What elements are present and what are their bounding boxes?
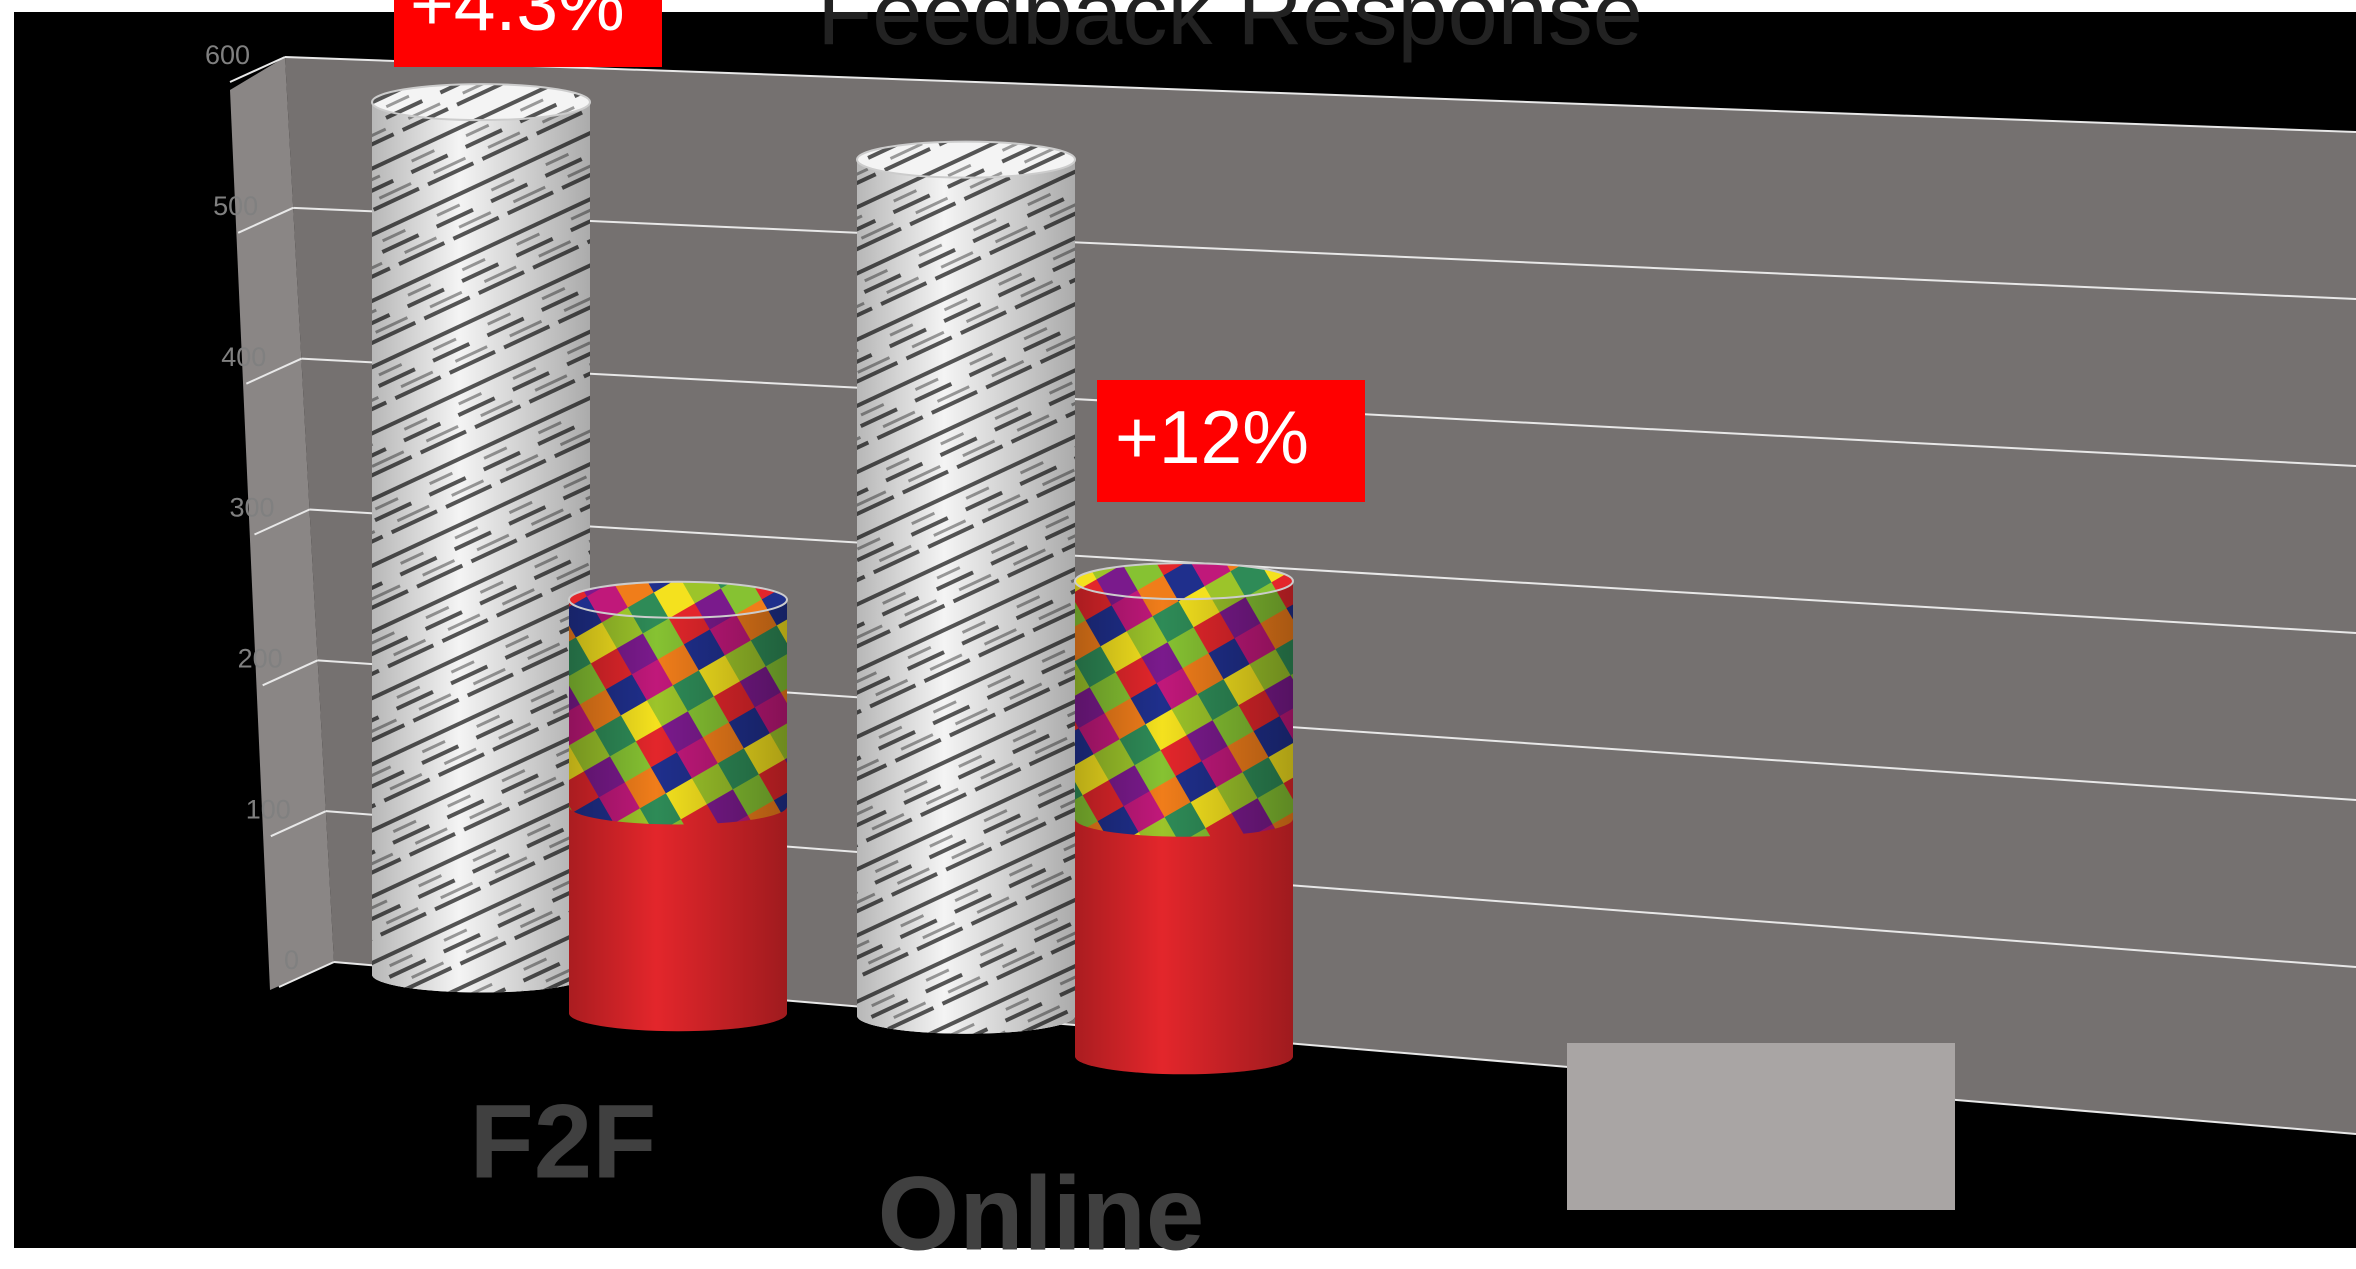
annotation: +12% — [1115, 395, 1309, 479]
chart: 0 100 200 300 400 500 600 F2F Online Feedback R… — [0, 0, 2356, 1269]
cylinder-top — [857, 142, 1075, 178]
legend-box — [1567, 1043, 1955, 1210]
y-tick-label: 500 — [213, 191, 258, 221]
cylinder-top — [1075, 563, 1293, 599]
y-tick-label: 100 — [246, 794, 291, 824]
cylinder-top — [372, 84, 590, 120]
chart-title: Feedback Response — [817, 0, 1643, 64]
page: {"chart_data": {"type": "cylinder", "tit… — [0, 0, 2356, 1269]
cylinder-shade — [569, 600, 787, 1032]
cylinder-shade — [1075, 581, 1293, 1074]
cylinder-shade — [372, 102, 590, 992]
x-tick-label: Online — [878, 1156, 1205, 1269]
annotation: +4.3% — [410, 0, 625, 46]
x-tick-label: F2F — [470, 1084, 657, 1201]
y-tick-label: 400 — [221, 342, 266, 372]
cylinder-top — [569, 582, 787, 618]
cylinder-shade — [857, 160, 1075, 1034]
y-tick-label: 300 — [229, 493, 274, 523]
y-tick-label: 0 — [284, 945, 299, 975]
y-tick-label: 200 — [238, 643, 283, 673]
y-tick-label: 600 — [205, 40, 250, 70]
